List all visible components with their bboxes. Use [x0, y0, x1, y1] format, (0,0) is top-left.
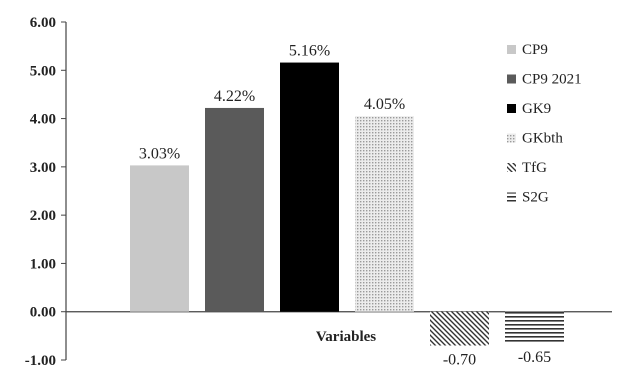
data-label-cp9: 3.03%	[139, 145, 180, 162]
bar-gk9	[280, 62, 339, 312]
legend-swatch-cp9-2021	[507, 74, 516, 84]
legend-label-cp9: CP9	[522, 42, 548, 58]
y-tick-label: 4.00	[30, 112, 56, 128]
data-label-cp9-2021: 4.22%	[214, 88, 255, 105]
bar-tfg	[430, 311, 489, 346]
bar-cp9-2021	[205, 107, 264, 312]
y-tick-label: 3.00	[30, 160, 56, 176]
data-label-tfg: -0.70	[443, 352, 476, 369]
bar-cp9	[130, 165, 189, 312]
bar-s2g	[505, 311, 564, 344]
data-label-s2g: -0.65	[518, 349, 551, 366]
bars	[130, 62, 564, 346]
y-tick-label: 6.00	[30, 15, 56, 31]
legend-swatch-s2g	[507, 192, 516, 202]
y-tick-label: -1.00	[25, 353, 56, 369]
legend-label-gk9: GK9	[522, 101, 551, 117]
bar-gkbth	[355, 116, 414, 312]
legend-swatch-gk9	[507, 104, 516, 113]
data-labels: 3.03% 4.22% 5.16% 4.05% -0.70 -0.65	[139, 43, 551, 369]
legend-label-tfg: TfG	[522, 160, 547, 176]
legend: CP9 CP9 2021 GK9 GKbth TfG S2G	[507, 42, 582, 206]
legend-swatch-tfg	[507, 163, 516, 172]
x-axis-title: Variables	[316, 329, 376, 345]
data-label-gk9: 5.16%	[289, 43, 330, 60]
legend-label-gkbth: GKbth	[522, 131, 563, 147]
legend-swatch-gkbth	[507, 133, 516, 143]
legend-label-cp9-2021: CP9 2021	[522, 72, 582, 88]
y-tick-label: 2.00	[30, 208, 56, 224]
y-tick-label: 1.00	[30, 256, 56, 272]
y-tick-label: 5.00	[30, 63, 56, 79]
legend-swatch-cp9	[507, 45, 516, 54]
legend-label-s2g: S2G	[522, 190, 549, 206]
y-tick-label: 0.00	[30, 305, 56, 321]
data-label-gkbth: 4.05%	[364, 96, 405, 113]
